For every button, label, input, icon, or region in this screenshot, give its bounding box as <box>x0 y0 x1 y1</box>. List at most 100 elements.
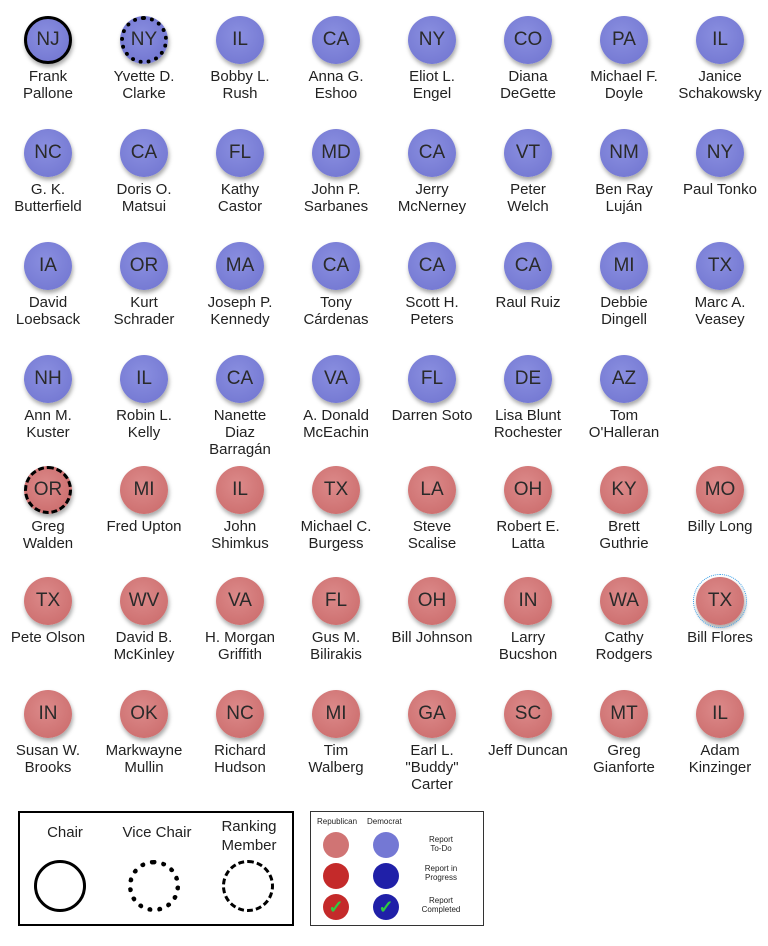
state-badge[interactable]: CO <box>504 16 552 64</box>
state-badge[interactable]: CA <box>408 242 456 290</box>
member-card[interactable]: IN Larry Bucshon <box>480 571 576 681</box>
member-card[interactable]: VA H. Morgan Griffith <box>192 571 288 681</box>
member-card[interactable]: TX Michael C. Burgess <box>288 460 384 570</box>
state-badge[interactable]: TX <box>312 466 360 514</box>
member-card[interactable]: MD John P. Sarbanes <box>288 123 384 233</box>
state-badge[interactable]: IA <box>24 242 72 290</box>
state-badge[interactable]: TX <box>24 577 72 625</box>
member-card[interactable]: TX Marc A. Veasey <box>672 236 768 346</box>
member-card[interactable]: MI Fred Upton <box>96 460 192 570</box>
member-card[interactable]: FL Darren Soto <box>384 349 480 459</box>
member-card[interactable]: CA Tony Cárdenas <box>288 236 384 346</box>
state-badge[interactable]: IL <box>696 690 744 738</box>
state-badge[interactable]: MA <box>216 242 264 290</box>
member-card[interactable]: VA A. Donald McEachin <box>288 349 384 459</box>
state-badge[interactable]: NH <box>24 355 72 403</box>
state-badge[interactable]: NJ <box>24 16 72 64</box>
member-card[interactable]: WA Cathy Rodgers <box>576 571 672 681</box>
member-card[interactable]: MO Billy Long <box>672 460 768 570</box>
state-badge[interactable]: NY <box>408 16 456 64</box>
member-card[interactable]: MT Greg Gianforte <box>576 684 672 794</box>
member-card[interactable]: GA Earl L. "Buddy" Carter <box>384 684 480 794</box>
member-card[interactable]: FL Kathy Castor <box>192 123 288 233</box>
member-card[interactable]: OR Kurt Schrader <box>96 236 192 346</box>
member-card[interactable]: MI Tim Walberg <box>288 684 384 794</box>
state-badge[interactable]: TX <box>693 574 747 628</box>
member-card[interactable]: NH Ann M. Kuster <box>0 349 96 459</box>
state-badge[interactable]: NC <box>216 690 264 738</box>
state-badge[interactable]: IL <box>120 355 168 403</box>
state-badge[interactable]: FL <box>408 355 456 403</box>
member-card[interactable]: NM Ben Ray Luján <box>576 123 672 233</box>
member-card[interactable]: NY Eliot L. Engel <box>384 10 480 120</box>
member-card[interactable]: IL Adam Kinzinger <box>672 684 768 794</box>
member-card[interactable]: OH Robert E. Latta <box>480 460 576 570</box>
member-card[interactable]: WV David B. McKinley <box>96 571 192 681</box>
state-badge[interactable]: OK <box>120 690 168 738</box>
member-card[interactable]: IL Janice Schakowsky <box>672 10 768 120</box>
member-card[interactable]: IN Susan W. Brooks <box>0 684 96 794</box>
state-badge[interactable]: CA <box>408 129 456 177</box>
member-card[interactable]: CA Nanette Diaz Barragán <box>192 349 288 459</box>
state-badge[interactable]: OR <box>24 466 72 514</box>
state-badge[interactable]: CA <box>312 242 360 290</box>
state-badge[interactable]: OH <box>408 577 456 625</box>
member-card[interactable]: IL Robin L. Kelly <box>96 349 192 459</box>
member-card[interactable]: CA Raul Ruiz <box>480 236 576 346</box>
member-card[interactable]: NJ Frank Pallone <box>0 10 96 120</box>
state-badge[interactable]: MD <box>312 129 360 177</box>
state-badge[interactable]: NY <box>696 129 744 177</box>
member-card[interactable]: MA Joseph P. Kennedy <box>192 236 288 346</box>
state-badge[interactable]: VA <box>216 577 264 625</box>
member-card[interactable]: OK Markwayne Mullin <box>96 684 192 794</box>
state-badge[interactable]: MO <box>696 466 744 514</box>
member-card[interactable]: CA Doris O. Matsui <box>96 123 192 233</box>
state-badge[interactable]: FL <box>216 129 264 177</box>
member-card[interactable]: DE Lisa Blunt Rochester <box>480 349 576 459</box>
member-card[interactable]: NY Yvette D. Clarke <box>96 10 192 120</box>
state-badge[interactable]: IN <box>24 690 72 738</box>
member-card[interactable]: NC G. K. Butterfield <box>0 123 96 233</box>
member-card[interactable]: AZ Tom O'Halleran <box>576 349 672 459</box>
state-badge[interactable]: PA <box>600 16 648 64</box>
state-badge[interactable]: IL <box>696 16 744 64</box>
member-card[interactable]: IA David Loebsack <box>0 236 96 346</box>
member-card[interactable]: LA Steve Scalise <box>384 460 480 570</box>
state-badge[interactable]: WV <box>120 577 168 625</box>
member-card[interactable]: IL John Shimkus <box>192 460 288 570</box>
member-card[interactable]: NY Paul Tonko <box>672 123 768 233</box>
member-card[interactable]: TX Pete Olson <box>0 571 96 681</box>
member-card[interactable]: OR Greg Walden <box>0 460 96 570</box>
member-card[interactable]: CO Diana DeGette <box>480 10 576 120</box>
state-badge[interactable]: CA <box>216 355 264 403</box>
member-card[interactable]: IL Bobby L. Rush <box>192 10 288 120</box>
member-card[interactable]: CA Scott H. Peters <box>384 236 480 346</box>
state-badge[interactable]: WA <box>600 577 648 625</box>
state-badge[interactable]: TX <box>696 242 744 290</box>
state-badge[interactable]: NY <box>120 16 168 64</box>
member-card[interactable]: PA Michael F. Doyle <box>576 10 672 120</box>
state-badge[interactable]: FL <box>312 577 360 625</box>
member-card[interactable]: CA Jerry McNerney <box>384 123 480 233</box>
state-badge[interactable]: GA <box>408 690 456 738</box>
state-badge[interactable]: CA <box>312 16 360 64</box>
state-badge[interactable]: KY <box>600 466 648 514</box>
state-badge[interactable]: IL <box>216 466 264 514</box>
state-badge[interactable]: AZ <box>600 355 648 403</box>
member-card[interactable]: SC Jeff Duncan <box>480 684 576 794</box>
state-badge[interactable]: IL <box>216 16 264 64</box>
member-card[interactable]: NC Richard Hudson <box>192 684 288 794</box>
state-badge[interactable]: SC <box>504 690 552 738</box>
state-badge[interactable]: MT <box>600 690 648 738</box>
state-badge[interactable]: IN <box>504 577 552 625</box>
member-card[interactable]: TX Bill Flores <box>672 571 768 681</box>
state-badge[interactable]: CA <box>120 129 168 177</box>
member-card[interactable]: VT Peter Welch <box>480 123 576 233</box>
state-badge[interactable]: MI <box>312 690 360 738</box>
member-card[interactable]: FL Gus M. Bilirakis <box>288 571 384 681</box>
member-card[interactable]: OH Bill Johnson <box>384 571 480 681</box>
state-badge[interactable]: CA <box>504 242 552 290</box>
state-badge[interactable]: MI <box>600 242 648 290</box>
state-badge[interactable]: VA <box>312 355 360 403</box>
state-badge[interactable]: OH <box>504 466 552 514</box>
